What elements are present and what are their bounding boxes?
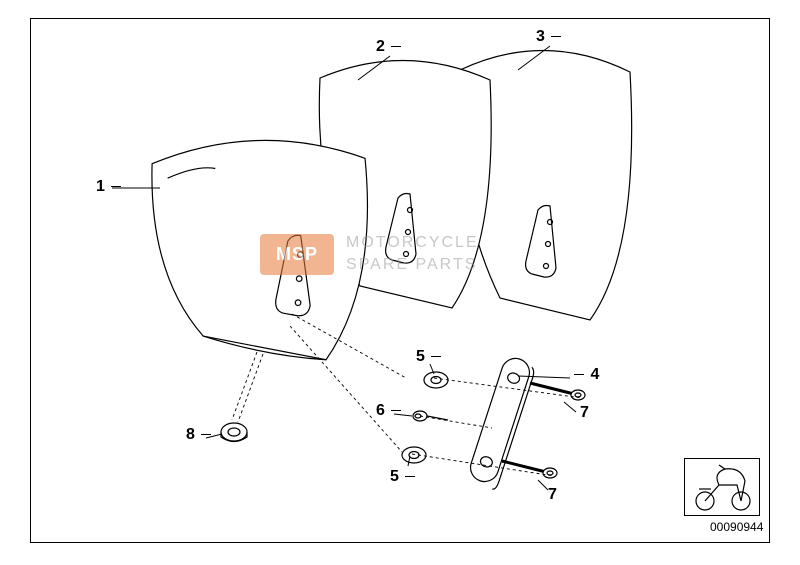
callout-label: 1 <box>96 178 105 195</box>
callout-4: 4 <box>574 366 599 384</box>
callout-label: 7 <box>548 486 557 503</box>
callout-1: 1 <box>96 178 121 196</box>
shield-1 <box>151 137 373 366</box>
part-8-nut <box>221 423 247 442</box>
callout-8: 8 <box>186 426 211 444</box>
callout-label: 5 <box>416 348 425 365</box>
callout-7b: 7 <box>548 486 557 504</box>
part-6-screw <box>413 411 448 421</box>
callout-6: 6 <box>376 402 401 420</box>
callout-label: 2 <box>376 38 385 55</box>
part-5-washer-bottom <box>402 447 426 463</box>
callout-3: 3 <box>536 28 561 46</box>
reference-number: 00090944 <box>710 520 763 534</box>
callout-2: 2 <box>376 38 401 56</box>
callout-label: 7 <box>580 404 589 421</box>
callout-label: 8 <box>186 426 195 443</box>
callout-label: 4 <box>590 366 599 383</box>
callout-5a: 5 <box>416 348 441 366</box>
reference-box <box>684 458 760 516</box>
callout-label: 5 <box>390 468 399 485</box>
motorcycle-icon <box>685 459 761 517</box>
callout-label: 3 <box>536 28 545 45</box>
callout-5b: 5 <box>390 468 415 486</box>
callout-label: 6 <box>376 402 385 419</box>
callout-7a: 7 <box>580 404 589 422</box>
part-5-washer-top <box>424 372 448 388</box>
part-4-bracket <box>466 355 537 490</box>
